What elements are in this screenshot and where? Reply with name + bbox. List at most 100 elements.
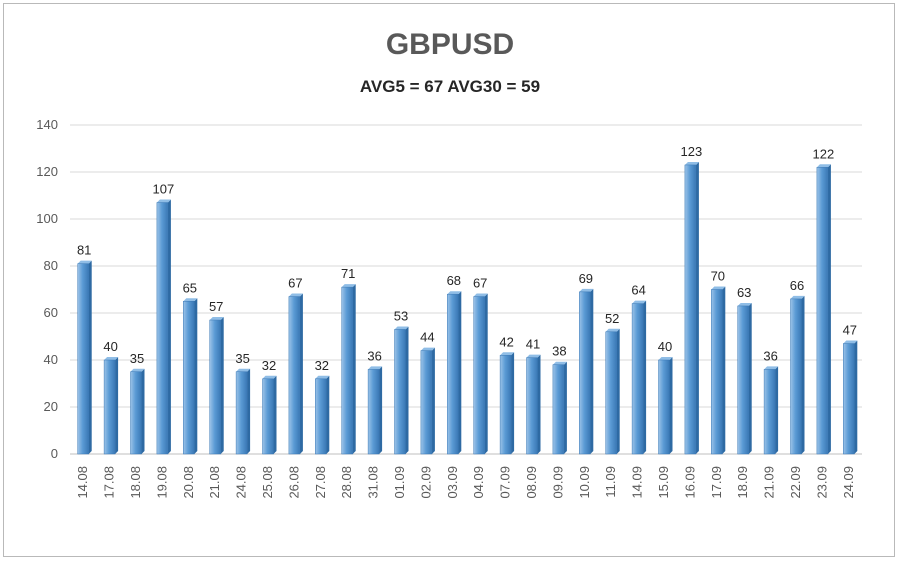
bar-top xyxy=(552,361,567,365)
bar xyxy=(816,164,831,455)
bar xyxy=(341,284,356,455)
bar-top xyxy=(764,366,779,370)
bar-front xyxy=(420,350,433,455)
data-label: 44 xyxy=(420,330,434,345)
x-tick-label: 21.08 xyxy=(207,466,222,499)
bar-top xyxy=(526,354,541,358)
x-tick-label: 09.09 xyxy=(550,466,565,499)
y-tick-label: 80 xyxy=(44,258,58,273)
bar-top xyxy=(209,317,224,321)
bar-side xyxy=(247,368,251,454)
x-tick-label: 17.08 xyxy=(102,466,117,499)
bar-front xyxy=(394,329,406,455)
x-tick-label: 22.09 xyxy=(788,466,803,499)
bar-top xyxy=(341,284,356,288)
data-label: 122 xyxy=(813,146,835,161)
bar-front xyxy=(684,164,697,455)
x-tick-label: 31.08 xyxy=(366,466,381,499)
data-label: 42 xyxy=(499,334,513,349)
bar-front xyxy=(183,301,195,455)
data-label: 67 xyxy=(473,276,487,291)
bar-top xyxy=(130,368,145,372)
bar-side xyxy=(379,366,383,454)
data-label: 36 xyxy=(367,348,381,363)
bar-front xyxy=(843,343,855,455)
bar-side xyxy=(326,375,330,454)
data-label: 71 xyxy=(341,266,355,281)
bar-side xyxy=(405,326,409,454)
data-label: 107 xyxy=(153,182,175,197)
x-tick-label: 03.09 xyxy=(445,466,460,499)
chart-subtitle: AVG5 = 67 AVG30 = 59 xyxy=(359,77,541,96)
bar-front xyxy=(816,167,829,455)
x-tick-label: 25.08 xyxy=(260,466,275,499)
bar-top xyxy=(368,366,383,370)
bar-front xyxy=(658,359,670,455)
bar-top xyxy=(394,326,409,330)
y-tick-label: 40 xyxy=(44,352,58,367)
bar-top xyxy=(579,288,594,292)
bar-top xyxy=(420,347,435,351)
bar-front xyxy=(77,263,89,455)
bar-side xyxy=(273,375,277,454)
bar-top xyxy=(658,357,673,360)
bar-front xyxy=(288,296,301,455)
x-tick-label: 26.08 xyxy=(286,466,301,499)
x-tick-label: 19.08 xyxy=(154,466,169,499)
bar-side xyxy=(167,199,171,454)
bar-front xyxy=(315,378,327,455)
x-tick-label: 14.09 xyxy=(630,466,645,499)
data-label: 63 xyxy=(737,285,751,300)
bar xyxy=(579,288,594,455)
bar-top xyxy=(843,340,858,344)
bar-top xyxy=(500,352,515,356)
bar-front xyxy=(631,303,644,455)
bar-top xyxy=(236,368,251,372)
x-tick-label: 07.09 xyxy=(498,466,513,499)
bar-front xyxy=(526,357,538,455)
bar-front xyxy=(367,369,380,455)
data-label: 69 xyxy=(579,271,593,286)
data-label: 40 xyxy=(658,339,672,354)
bar-front xyxy=(209,319,221,455)
bar-side xyxy=(775,366,779,454)
y-tick-label: 120 xyxy=(36,164,58,179)
bar xyxy=(447,291,462,455)
bar xyxy=(420,347,435,455)
chart-title: GBPUSD xyxy=(385,28,515,61)
bar xyxy=(262,375,277,455)
bar-top xyxy=(315,375,330,379)
x-tick-label: 20.08 xyxy=(181,466,196,499)
bar-top xyxy=(262,375,277,379)
x-tick-label: 10.09 xyxy=(577,466,592,499)
bar xyxy=(235,368,251,455)
bar xyxy=(737,302,752,455)
bar xyxy=(315,375,330,455)
x-tick-label: 18.08 xyxy=(128,466,143,499)
bar-front xyxy=(447,293,459,455)
bar xyxy=(183,298,198,455)
bar xyxy=(684,161,699,455)
x-tick-label: 17.09 xyxy=(709,466,724,499)
data-label: 32 xyxy=(262,358,276,373)
bar xyxy=(763,366,779,455)
bar xyxy=(499,352,515,455)
bar-front xyxy=(235,371,248,455)
bar-front xyxy=(341,286,353,455)
bar xyxy=(526,354,541,455)
bar-side xyxy=(537,354,541,454)
bar-side xyxy=(854,340,858,454)
x-tick-label: 04.09 xyxy=(471,466,486,499)
x-tick-label: 08.09 xyxy=(524,466,539,499)
x-tick-label: 28.08 xyxy=(339,466,354,499)
y-tick-label: 60 xyxy=(44,305,58,320)
x-tick-label: 11.09 xyxy=(603,466,618,498)
bar xyxy=(473,293,488,455)
bar-side xyxy=(563,361,567,454)
y-tick-label: 0 xyxy=(51,446,58,461)
data-label: 32 xyxy=(315,358,329,373)
bar-top xyxy=(104,357,119,360)
bar xyxy=(103,357,119,455)
bar-front xyxy=(473,296,485,455)
